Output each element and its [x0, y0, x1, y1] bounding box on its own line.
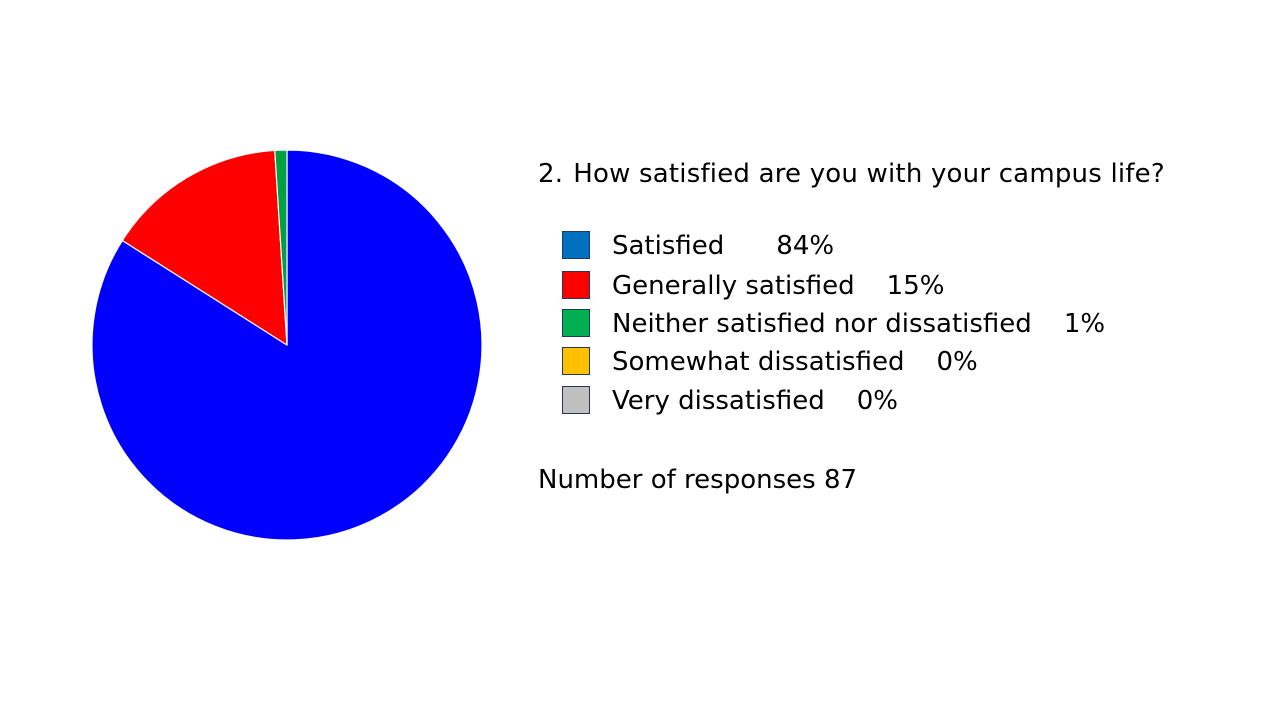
legend-swatch-satisfied	[562, 231, 590, 259]
responses-label: Number of responses	[538, 465, 816, 495]
chart-title: 2. How satisfied are you with your campus…	[538, 156, 1165, 192]
legend-value-neither: 1%	[1063, 309, 1106, 339]
responses-value: 87	[823, 465, 858, 495]
legend-swatch-somewhat-dissatisfied	[562, 347, 590, 375]
legend-label-satisfied: Satisfied	[612, 231, 725, 261]
legend-label-somewhat-dissatisfied: Somewhat dissatisfied	[612, 347, 905, 377]
pie-slice-generally-satisfied	[121, 149, 288, 346]
legend-value-generally-satisfied: 15%	[886, 271, 945, 301]
legend-swatch-neither	[562, 309, 590, 337]
legend-value-very-dissatisfied: 0%	[856, 386, 898, 416]
responses-count: Number of responses 87	[538, 462, 857, 498]
legend-value-somewhat-dissatisfied: 0%	[936, 347, 978, 377]
question-number: 2.	[538, 159, 564, 189]
legend-swatch-generally-satisfied	[562, 271, 590, 299]
pie-slice-neither	[274, 149, 288, 346]
legend-label-neither: Neither satisfied nor dissatisfied	[612, 309, 1032, 339]
legend-label-very-dissatisfied: Very dissatisfied	[612, 386, 825, 416]
legend-swatch-very-dissatisfied	[562, 386, 590, 414]
legend-label-generally-satisfied: Generally satisfied	[612, 271, 855, 301]
legend-value-satisfied: 84%	[776, 231, 835, 261]
question-text: How satisfied are you with your campus l…	[573, 159, 1165, 189]
